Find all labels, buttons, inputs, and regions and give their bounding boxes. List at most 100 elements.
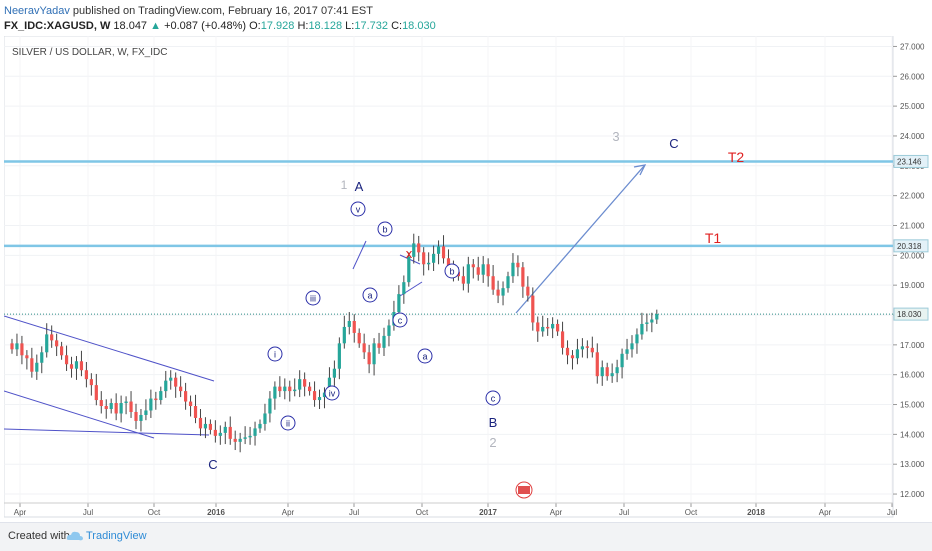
candle-body (620, 353, 624, 368)
candle (630, 335, 634, 358)
price-chart[interactable]: SILVER / US DOLLAR, W, FX_IDC 1 A 3 C 2 B C T2 T… (4, 36, 930, 520)
candle (541, 315, 545, 337)
candle-body (164, 380, 168, 392)
candle (417, 235, 421, 262)
wave-circle (280, 415, 296, 431)
candle (387, 319, 391, 347)
candle (600, 360, 604, 386)
candle-body (184, 391, 188, 402)
candle-body (203, 423, 208, 429)
candle-body (322, 392, 327, 398)
price-tag-label: 23.146 (897, 157, 922, 166)
candle (640, 312, 644, 340)
price-tag-label: 18.030 (897, 310, 922, 319)
circled-wave-label: b (444, 263, 460, 279)
symbol-name: FX_IDC:XAGUSD, W (4, 20, 111, 32)
candle-body (288, 386, 292, 392)
trend-line (4, 390, 155, 439)
candle (496, 280, 500, 304)
candle (531, 287, 535, 331)
candle-body (516, 262, 520, 268)
candle (362, 333, 366, 360)
y-tick-label: 19.000 (900, 281, 925, 290)
price-tags: 23.146 20.318 18.030 (893, 154, 929, 321)
candle (615, 359, 619, 383)
candle-body (317, 397, 322, 401)
candle-body (99, 400, 103, 407)
time-axis[interactable]: Apr Jul Oct 2016 Apr Jul Oct 2017 Apr Jul Oct 2018 A… (4, 502, 897, 517)
arrow-head-icon (633, 164, 647, 176)
candle-body (273, 386, 277, 399)
candle (595, 343, 599, 384)
candle-body (367, 352, 371, 365)
candle-body (10, 343, 14, 350)
candle (69, 356, 74, 378)
candle-body (15, 343, 19, 350)
candle (124, 396, 128, 415)
close-value: 18.030 (402, 20, 436, 32)
candle (372, 338, 376, 376)
price-tag: 20.318 (893, 239, 929, 253)
candle-body (342, 326, 346, 344)
candle (402, 275, 406, 304)
candle (486, 258, 490, 287)
candle (243, 426, 247, 445)
candle-body (139, 414, 143, 421)
candle-body (362, 343, 366, 353)
event-flag (518, 486, 530, 494)
candle (198, 409, 203, 436)
candle-body (432, 253, 436, 263)
wave-circle-text: a (422, 352, 427, 362)
candle (188, 395, 193, 417)
candle (233, 430, 237, 451)
x-tick-label: Jul (83, 508, 93, 517)
candle (526, 276, 530, 302)
price-axis[interactable]: 12.000 13.000 14.000 15.000 16.000 17.000 18.0… (893, 42, 925, 499)
candle-body (387, 325, 391, 336)
x-tick-label: Oct (416, 508, 429, 517)
candle (89, 373, 93, 396)
candle-body (645, 322, 649, 324)
projection-arrow-line (515, 165, 645, 314)
wave-circle (267, 346, 283, 362)
trend-line (352, 240, 367, 270)
candle-body (352, 320, 356, 333)
candle (580, 338, 584, 358)
candle (179, 376, 183, 398)
candle (570, 350, 575, 370)
y-tick-label: 20.000 (900, 251, 925, 260)
wave-label: A (355, 179, 364, 194)
candle (228, 416, 232, 445)
tradingview-logo-icon (66, 531, 83, 541)
tradingview-link[interactable]: TradingView (86, 530, 147, 542)
candle (635, 328, 639, 354)
wave-circle-text: b (449, 267, 454, 277)
trend-line (4, 428, 210, 436)
circled-wave-label: b (377, 221, 393, 237)
candle (283, 378, 287, 400)
chart-title: SILVER / US DOLLAR, W, FX_IDC (12, 47, 167, 58)
candle-body (650, 319, 654, 323)
candle (10, 338, 14, 354)
candle-body (69, 364, 74, 369)
candle-body (536, 322, 540, 332)
candle-body (40, 352, 44, 363)
candle (278, 376, 282, 398)
candle (466, 256, 470, 293)
candle (377, 332, 381, 354)
candle-body (193, 406, 198, 418)
candle (312, 381, 317, 407)
x-tick-label: 2018 (747, 508, 765, 517)
candle-body (511, 262, 515, 277)
price-tag-box (893, 307, 929, 321)
y-tick-label: 14.000 (900, 430, 925, 439)
y-tick-label: 13.000 (900, 460, 925, 469)
wave-circle (324, 385, 340, 401)
trend-channel (4, 164, 647, 439)
candle-body (417, 243, 421, 253)
candle (565, 340, 570, 365)
candle-body (308, 386, 312, 392)
candle (546, 317, 550, 336)
author-link[interactable]: NeeravYadav (4, 5, 70, 17)
